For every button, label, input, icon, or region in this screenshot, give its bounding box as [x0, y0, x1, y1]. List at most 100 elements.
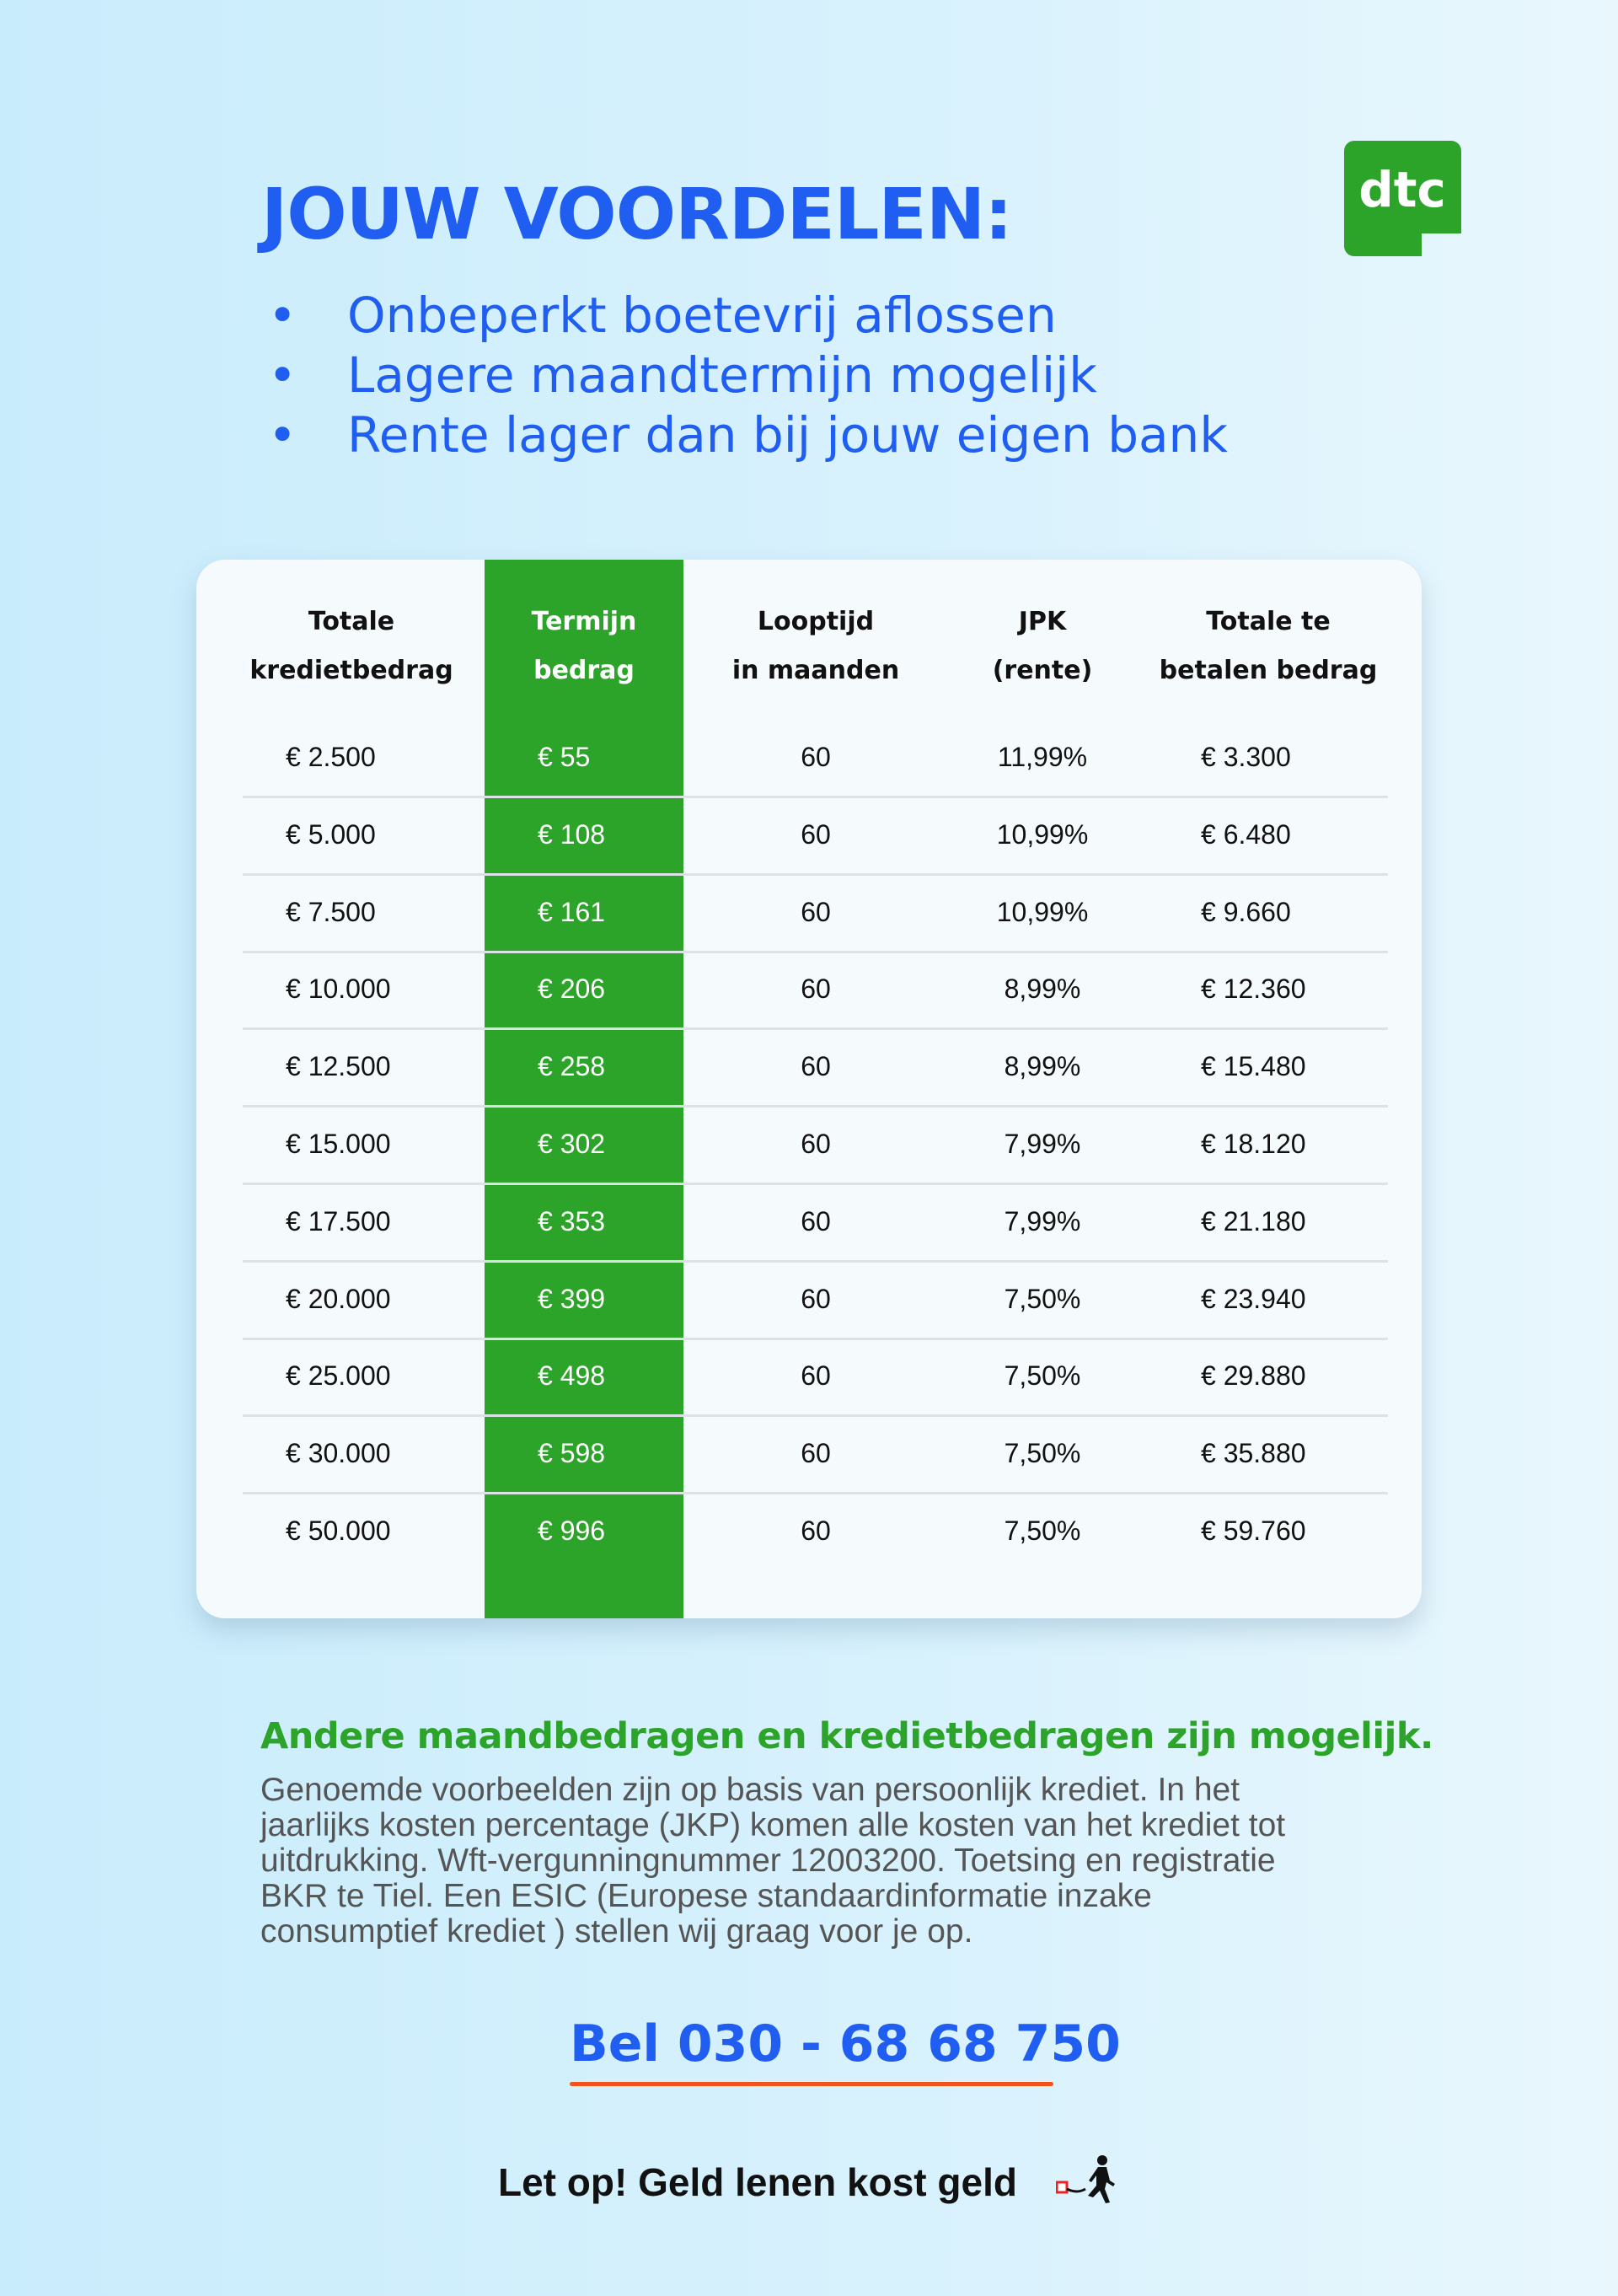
table-cell: 7,99%: [1004, 1129, 1081, 1159]
table-row: € 20.000 € 399 60 7,50% € 23.940: [196, 1263, 1422, 1341]
header-line: bedrag: [533, 656, 635, 685]
table-row: € 10.000 € 206 60 8,99% € 12.360: [196, 953, 1422, 1031]
table-row: € 15.000 € 302 60 7,99% € 18.120: [196, 1108, 1422, 1186]
table-cell: 60: [801, 1205, 831, 1237]
header-line: Totale: [308, 607, 395, 636]
svg-text:dtc: dtc: [1358, 161, 1446, 218]
loan-table: Totale kredietbedrag Termijn bedrag Looptijd…: [196, 560, 1422, 1618]
row-divider: [243, 796, 1388, 798]
table-cell: € 206: [538, 974, 606, 1005]
table-cell: € 59.760: [1201, 1515, 1306, 1546]
row-divider: [243, 1027, 1388, 1031]
table-cell: € 10.000: [286, 974, 391, 1005]
table-cell: 7,50%: [1004, 1515, 1081, 1546]
table-cell: 11,99%: [997, 742, 1088, 772]
bullet-icon: •: [268, 287, 297, 344]
table-cell: € 108: [538, 818, 606, 850]
table-cell: 60: [801, 742, 831, 772]
table-cell: € 353: [538, 1205, 606, 1237]
table-cell: € 55: [538, 742, 591, 772]
table-cell: 60: [801, 1438, 831, 1469]
table-row: € 5.000 € 108 60 10,99% € 6.480: [196, 799, 1422, 877]
table-cell: € 23.940: [1201, 1283, 1306, 1314]
table-cell: 7,50%: [1004, 1438, 1081, 1469]
table-cell: 7,99%: [1004, 1205, 1081, 1237]
table-row: € 25.000 € 498 60 7,50% € 29.880: [196, 1340, 1422, 1418]
table-cell: 60: [801, 1360, 831, 1392]
row-divider: [243, 1337, 1388, 1340]
dtc-logo: dtc: [1344, 141, 1461, 256]
footer-warning: Let op! Geld lenen kost geld: [498, 2160, 1017, 2204]
disclaimer-line: BKR te Tiel. Een ESIC (Europese standaar…: [260, 1878, 1152, 1914]
disclaimer-line: jaarlijks kosten percentage (JKP) komen …: [260, 1807, 1286, 1843]
table-cell: € 3.300: [1201, 742, 1291, 772]
table-cell: 60: [801, 1515, 831, 1546]
table-cell: € 18.120: [1201, 1129, 1306, 1159]
table-row: € 30.000 € 598 60 7,50% € 35.880: [196, 1418, 1422, 1495]
header-line: Looptijd: [757, 607, 875, 636]
row-divider: [243, 1492, 1388, 1495]
bullet-icon: •: [268, 406, 297, 464]
table-cell: € 5.000: [286, 818, 376, 850]
table-cell: € 21.180: [1201, 1205, 1306, 1237]
bullet-text: Onbeperkt boetevrij aflossen: [347, 287, 1057, 344]
table-row: € 17.500 € 353 60 7,99% € 21.180: [196, 1186, 1422, 1263]
table-cell: 7,50%: [1004, 1283, 1081, 1314]
table-cell: € 15.480: [1201, 1051, 1306, 1082]
warning-walker-icon: [1056, 2155, 1115, 2203]
header-line: JPK: [1018, 607, 1067, 636]
table-cell: € 498: [538, 1360, 606, 1392]
bullet-text: Rente lager dan bij jouw eigen bank: [347, 406, 1228, 464]
table-cell: 8,99%: [1004, 974, 1081, 1005]
table-cell: € 996: [538, 1515, 606, 1546]
row-divider: [243, 1105, 1388, 1108]
table-cell: 60: [801, 896, 831, 927]
table-cell: 10,99%: [996, 818, 1089, 850]
table-cell: € 598: [538, 1438, 606, 1469]
disclaimer-line: uitdrukking. Wft-vergunningnummer 120032…: [260, 1843, 1276, 1879]
column-header: JPK (rente): [993, 598, 1093, 695]
table-cell: 60: [801, 1283, 831, 1314]
row-divider: [243, 872, 1388, 876]
column-header: Termijn bedrag: [532, 598, 637, 695]
bullet-text: Lagere maandtermijn mogelijk: [347, 346, 1097, 404]
table-cell: 60: [801, 1129, 831, 1159]
header-line: Totale te: [1206, 607, 1331, 636]
table-cell: € 17.500: [286, 1205, 391, 1237]
disclaimer-line: consumptief krediet ) stellen wij graag …: [260, 1913, 973, 1950]
table-cell: € 161: [538, 896, 606, 927]
phone-link[interactable]: Bel 030 - 68 68 750: [570, 2014, 1121, 2073]
table-cell: 60: [801, 1051, 831, 1082]
column-header: Looptijd in maanden: [732, 598, 899, 695]
table-cell: 7,50%: [1004, 1360, 1081, 1392]
highlight-column: [485, 560, 683, 1618]
table-row: € 7.500 € 161 60 10,99% € 9.660: [196, 877, 1422, 954]
header-line: Termijn: [531, 607, 637, 636]
table-cell: € 29.880: [1201, 1360, 1306, 1392]
table-cell: 60: [801, 974, 831, 1005]
table-cell: € 50.000: [286, 1515, 391, 1546]
row-divider: [243, 1183, 1388, 1185]
row-divider: [243, 1414, 1388, 1418]
subtitle: Andere maandbedragen en kredietbedragen …: [260, 1715, 1433, 1757]
bullet-item: • Lagere maandtermijn mogelijk: [268, 346, 1097, 404]
table-cell: € 25.000: [286, 1360, 391, 1392]
table-cell: € 35.880: [1201, 1438, 1306, 1469]
disclaimer: Genoemde voorbeelden zijn op basis van p…: [260, 1773, 1390, 1950]
table-cell: € 2.500: [286, 742, 376, 772]
table-cell: € 12.500: [286, 1051, 391, 1082]
column-header: Totale kredietbedrag: [249, 598, 453, 695]
table-cell: € 399: [538, 1283, 606, 1314]
table-cell: € 258: [538, 1051, 606, 1082]
table-cell: € 7.500: [286, 896, 376, 927]
table-cell: € 30.000: [286, 1438, 391, 1469]
table-cell: € 20.000: [286, 1283, 391, 1314]
disclaimer-line: Genoemde voorbeelden zijn op basis van p…: [260, 1772, 1240, 1808]
phone-underline: [570, 2082, 1053, 2086]
row-divider: [243, 1259, 1388, 1263]
bullet-icon: •: [268, 346, 297, 404]
table-cell: 8,99%: [1004, 1051, 1081, 1082]
table-cell: € 302: [538, 1129, 606, 1159]
header-line: in maanden: [731, 656, 900, 685]
bullet-item: • Onbeperkt boetevrij aflossen: [268, 287, 1057, 344]
